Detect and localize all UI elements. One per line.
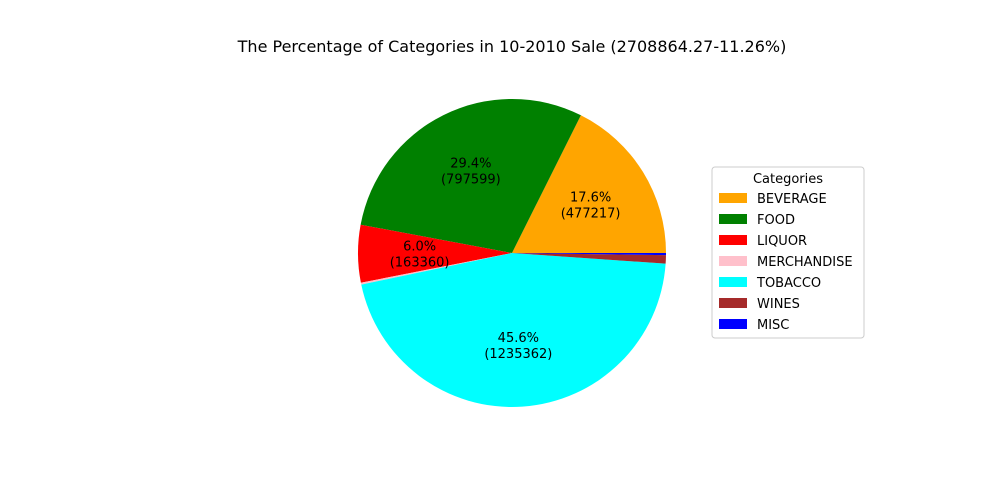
legend-frame [711, 166, 865, 339]
legend-label-merchandise: MERCHANDISE [757, 255, 853, 270]
slice-value-label-beverage: (477217) [561, 206, 621, 221]
pie-slice-misc [512, 253, 666, 256]
legend-swatch-food [719, 214, 747, 224]
pie-slices [358, 99, 666, 407]
slice-value-label-tobacco: (1235362) [484, 347, 552, 362]
pie-slice-labels: 17.6%(477217) 29.4%(797599) 6.0%(163360) 45… [390, 156, 621, 362]
legend-label-wines: WINES [757, 297, 800, 312]
slice-pct-label-beverage: 17.6% [570, 190, 611, 205]
pie-slice-tobacco [361, 253, 666, 407]
pie-slice-food [360, 99, 581, 254]
pie-slice-beverage [512, 115, 666, 253]
legend-swatch-beverage [719, 193, 747, 203]
slice-value-label-food: (797599) [441, 172, 501, 187]
slice-pct-label-liquor: 6.0% [403, 239, 436, 254]
legend-label-food: FOOD [757, 213, 795, 228]
legend-swatch-merchandise [719, 256, 747, 266]
chart-title: The Percentage of Categories in 10-2010 … [237, 37, 787, 56]
pie-slice-liquor [358, 224, 512, 283]
legend: Categories BEVERAGE FOOD LIQUOR MERCHANDISE… [711, 166, 865, 339]
legend-swatch-wines [719, 298, 747, 308]
pie-slice-wines [512, 253, 666, 264]
legend-label-liquor: LIQUOR [757, 234, 807, 249]
pie-slice-merchandise [360, 253, 512, 285]
legend-swatch-tobacco [719, 277, 747, 287]
legend-entries: BEVERAGE FOOD LIQUOR MERCHANDISE TOBACCO WINE… [719, 192, 853, 333]
slice-pct-label-food: 29.4% [450, 156, 491, 171]
slice-value-label-liquor: (163360) [390, 255, 450, 270]
legend-swatch-misc [719, 319, 747, 329]
legend-title: Categories [753, 172, 823, 187]
slice-pct-label-tobacco: 45.6% [498, 331, 539, 346]
legend-swatch-liquor [719, 235, 747, 245]
legend-label-beverage: BEVERAGE [757, 192, 827, 207]
legend-label-misc: MISC [757, 318, 789, 333]
legend-label-tobacco: TOBACCO [756, 276, 821, 291]
